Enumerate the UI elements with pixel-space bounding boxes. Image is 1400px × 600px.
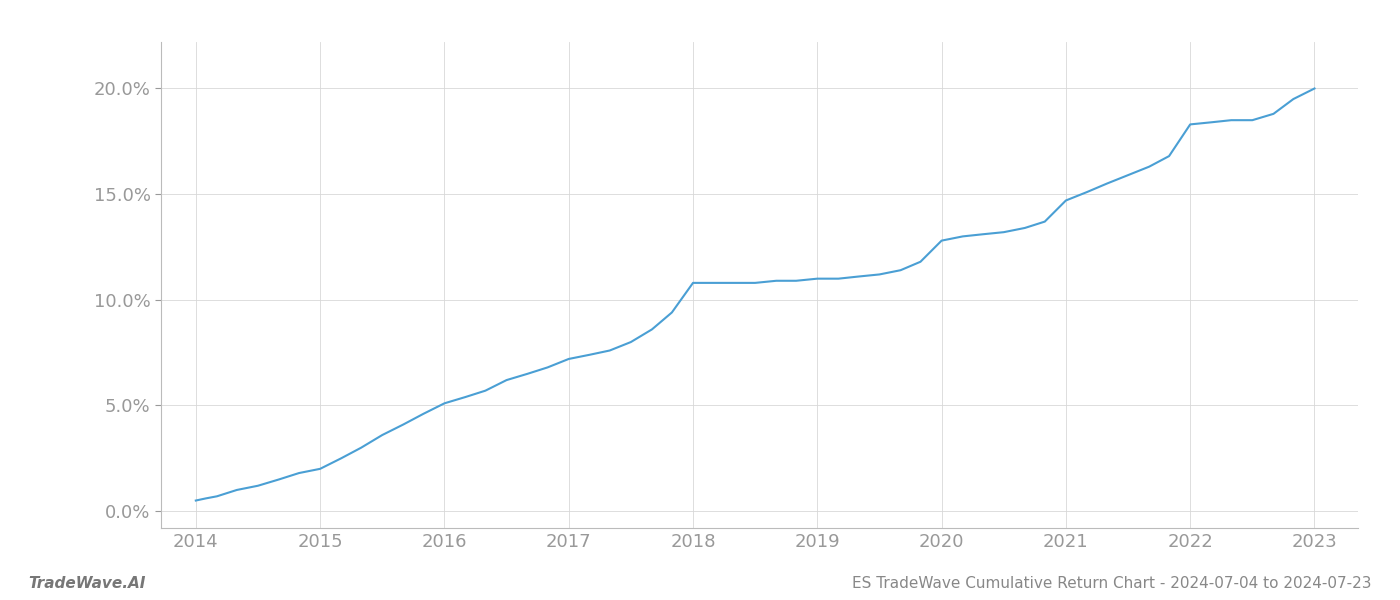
Text: ES TradeWave Cumulative Return Chart - 2024-07-04 to 2024-07-23: ES TradeWave Cumulative Return Chart - 2…: [853, 576, 1372, 591]
Text: TradeWave.AI: TradeWave.AI: [28, 576, 146, 591]
